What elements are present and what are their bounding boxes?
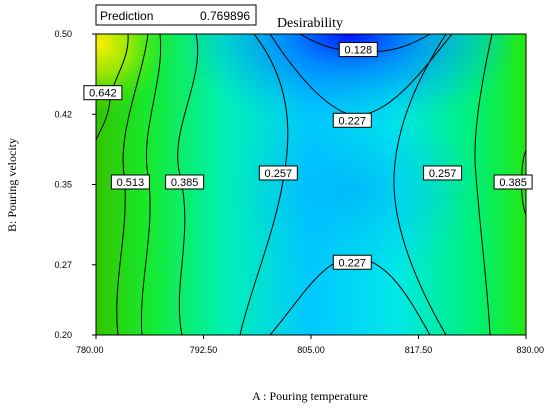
contour-label-box (258, 165, 298, 181)
contour-label-box (110, 174, 150, 190)
contour-label: 0.128 (345, 45, 373, 57)
contour-label: 0.257 (429, 168, 457, 180)
y-tick-label: 0.27 (54, 260, 72, 270)
y-axis-title: B: Pouring velocity (5, 138, 19, 232)
x-tick-label: 830.00 (516, 345, 544, 355)
contour-label-box (332, 254, 372, 270)
contour-label: 0.642 (89, 88, 117, 100)
x-tick-label: 805.00 (297, 345, 325, 355)
y-tick-label: 0.35 (54, 180, 72, 190)
prediction-label: Prediction (100, 9, 153, 23)
prediction-box: Prediction 0.769896 (95, 4, 257, 26)
contour-label: 0.227 (339, 115, 367, 127)
x-tick-label: 817.50 (405, 345, 433, 355)
contour-label: 0.385 (499, 177, 527, 189)
chart-title: Desirability (277, 16, 343, 31)
contour-label-box (83, 85, 123, 101)
contour-line-0.385-right (474, 34, 493, 335)
contour-label-box (165, 174, 205, 190)
contour-label-box (332, 112, 372, 128)
x-axis-title: A : Pouring temperature (252, 389, 368, 403)
contour-line-0.257-right (393, 34, 447, 335)
y-tick-label: 0.20 (54, 330, 72, 340)
contour-label: 0.257 (265, 168, 293, 180)
contour-label-box (338, 42, 378, 58)
contour-labels: 0.128 0.227 0.642 0.513 0.385 0.257 0.257 0.385… (83, 42, 533, 270)
y-axis: 0.20 0.27 0.35 0.42 0.50 (54, 29, 96, 340)
x-axis: 780.00 792.50 805.00 817.50 830.00 (76, 335, 544, 355)
plot-area (96, 34, 526, 335)
y-tick-label: 0.50 (54, 29, 72, 39)
y-tick-label: 0.42 (54, 109, 72, 119)
contour-label: 0.227 (339, 257, 367, 269)
prediction-value: 0.769896 (200, 9, 250, 23)
heatmap-yellow-corner (96, 34, 296, 234)
contour-label-box (423, 165, 463, 181)
contour-label: 0.513 (117, 177, 145, 189)
x-tick-label: 780.00 (76, 345, 104, 355)
contour-label-box (493, 174, 533, 190)
contour-label: 0.385 (171, 177, 199, 189)
x-tick-label: 792.50 (190, 345, 218, 355)
prediction-box-frame (95, 4, 257, 26)
